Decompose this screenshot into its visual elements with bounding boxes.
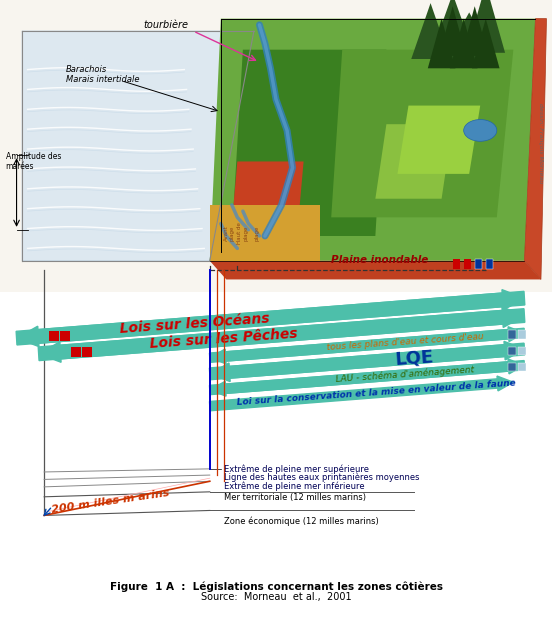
Polygon shape (450, 19, 477, 68)
FancyArrow shape (210, 329, 525, 364)
Polygon shape (428, 19, 455, 68)
Polygon shape (331, 50, 513, 217)
Text: LAU - schéma d'aménagement: LAU - schéma d'aménagement (335, 365, 474, 384)
Text: Zone économique (12 milles marins): Zone économique (12 milles marins) (224, 517, 378, 527)
Text: plage: plage (254, 225, 259, 240)
Text: LQE: LQE (394, 347, 434, 368)
Polygon shape (524, 19, 546, 279)
Text: Mer territoriale (12 milles marins): Mer territoriale (12 milles marins) (224, 493, 365, 502)
Polygon shape (472, 19, 500, 68)
FancyArrow shape (16, 289, 524, 345)
Bar (60, 331, 70, 341)
Polygon shape (431, 0, 475, 56)
Bar (518, 347, 526, 355)
Polygon shape (397, 106, 480, 174)
Polygon shape (411, 3, 450, 59)
Polygon shape (22, 31, 254, 261)
FancyArrow shape (210, 361, 525, 396)
FancyArrow shape (38, 307, 524, 361)
Text: Lois sur les Océans: Lois sur les Océans (119, 312, 270, 337)
FancyArrow shape (209, 342, 524, 379)
Polygon shape (439, 6, 466, 56)
Bar (518, 363, 526, 371)
Polygon shape (210, 261, 541, 279)
Text: Plaine inondable: Plaine inondable (331, 255, 428, 265)
Polygon shape (442, 12, 497, 62)
Text: 200 m illes m arins: 200 m illes m arins (51, 488, 170, 515)
FancyArrow shape (209, 359, 524, 394)
Bar (475, 259, 482, 269)
Text: Extrême de pleine mer inférieure: Extrême de pleine mer inférieure (224, 481, 364, 491)
Text: tous les plans d'eau et cours d'eau: tous les plans d'eau et cours d'eau (326, 332, 484, 352)
Bar (49, 331, 59, 341)
Bar (518, 330, 526, 338)
Bar (453, 259, 460, 269)
Polygon shape (210, 205, 320, 261)
Bar (464, 259, 471, 269)
FancyArrow shape (210, 343, 525, 381)
Text: Lois sur les Pêches: Lois sur les Pêches (149, 327, 298, 351)
Polygon shape (375, 124, 453, 199)
Text: dessin: François Morneau: dessin: François Morneau (538, 102, 544, 183)
FancyArrow shape (17, 291, 525, 347)
Ellipse shape (464, 119, 497, 141)
FancyArrow shape (39, 309, 525, 362)
Polygon shape (466, 0, 505, 53)
Polygon shape (232, 50, 386, 236)
Text: Loi sur la conservation et la mise en valeur de la faune: Loi sur la conservation et la mise en va… (237, 379, 517, 407)
Polygon shape (210, 19, 535, 261)
Text: Source:  Morneau  et al.,  2001: Source: Morneau et al., 2001 (201, 592, 351, 602)
Text: tourbière: tourbière (143, 20, 188, 30)
Bar (71, 347, 81, 356)
Text: Avant
plage: Avant plage (224, 225, 235, 241)
Bar (508, 363, 516, 371)
Text: Figure  1 A  :  Législations concernant les zones côtières: Figure 1 A : Législations concernant les… (109, 582, 443, 592)
Bar (0, 0, 552, 292)
Bar (508, 330, 516, 338)
Bar (508, 347, 516, 355)
Text: Ligne des hautes eaux printanières moyennes: Ligne des hautes eaux printanières moyen… (224, 473, 419, 483)
Polygon shape (461, 6, 489, 56)
Text: Amplitude des
marées: Amplitude des marées (6, 152, 61, 171)
Text: Haut de
plage: Haut de plage (237, 222, 248, 244)
FancyArrow shape (209, 327, 524, 362)
Bar (486, 259, 493, 269)
Polygon shape (232, 161, 304, 224)
Text: Barachois
Marais intertidale: Barachois Marais intertidale (66, 65, 140, 84)
Bar (82, 347, 92, 356)
FancyArrow shape (209, 376, 513, 410)
Text: Extrême de pleine mer supérieure: Extrême de pleine mer supérieure (224, 464, 369, 474)
